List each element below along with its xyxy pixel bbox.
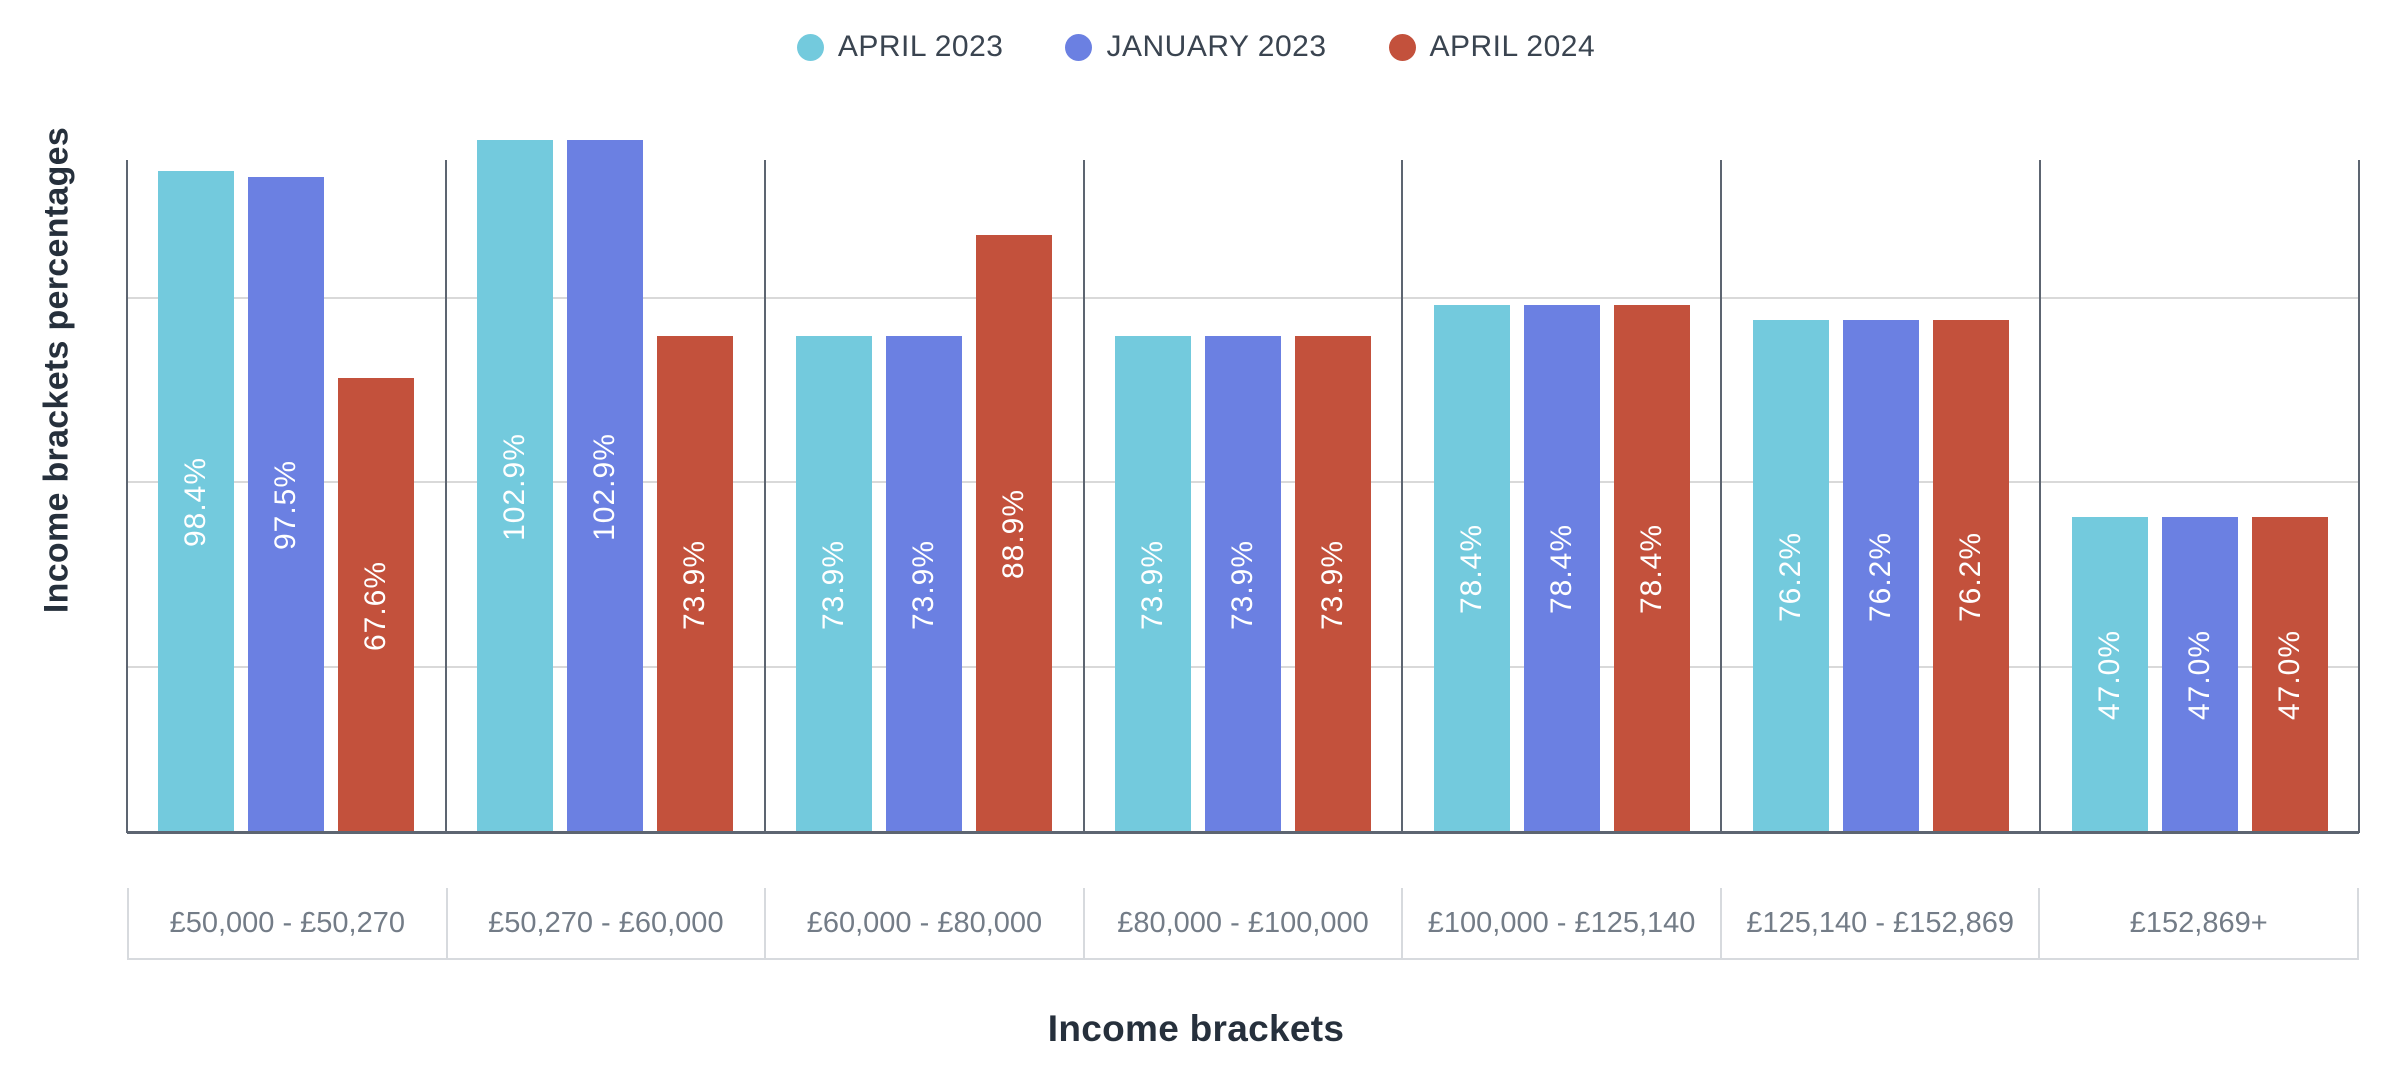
bar-value-label: 78.4%: [1454, 523, 1488, 615]
bar-value-label: 73.9%: [1226, 539, 1259, 630]
bar-january-2023[interactable]: 47.0%: [2161, 517, 2238, 833]
legend-item-label: APRIL 2024: [1429, 30, 1596, 63]
x-axis-baseline: [127, 831, 2359, 834]
bar-january-2023[interactable]: 78.4%: [1523, 305, 1600, 833]
bar-value-label: 47.0%: [2092, 629, 2126, 721]
legend-item-april-2024[interactable]: APRIL 2024: [1388, 30, 1596, 64]
group-separator-line: [1720, 160, 1723, 833]
bar-value-label: 73.9%: [1316, 539, 1349, 630]
bar-april-2024[interactable]: 78.4%: [1613, 305, 1690, 833]
category-label: £50,270 - £60,000: [445, 888, 765, 958]
bar-april-2024[interactable]: 76.2%: [1932, 320, 2009, 833]
legend-item-january-2023[interactable]: JANUARY 2023: [1065, 30, 1326, 64]
bar-april-2023[interactable]: 78.4%: [1433, 305, 1510, 833]
group-separator-line: [1401, 160, 1404, 833]
legend-item-label: JANUARY 2023: [1106, 30, 1327, 63]
bar-april-2024[interactable]: 73.9%: [657, 336, 734, 833]
bar-april-2024[interactable]: 88.9%: [976, 235, 1053, 833]
legend-item-label: APRIL 2023: [837, 30, 1004, 63]
bar-value-label: 98.4%: [179, 456, 213, 548]
bar-april-2024[interactable]: 67.6%: [338, 378, 415, 833]
bar-value-label: 76.2%: [1863, 531, 1897, 622]
bar-value-label: 67.6%: [359, 560, 393, 651]
bar-value-label: 76.2%: [1773, 531, 1807, 622]
category-label: £60,000 - £80,000: [764, 888, 1083, 958]
bar-value-label: 102.9%: [588, 432, 622, 541]
bar-value-label: 76.2%: [1953, 531, 1987, 622]
bar-value-label: 78.4%: [1544, 523, 1578, 615]
group-separator-line: [1082, 160, 1085, 833]
bar-group: 78.4% 78.4% 78.4%: [1401, 100, 1721, 833]
legend-swatch-icon: [1065, 33, 1093, 61]
category-label: £152,869+: [2038, 888, 2360, 958]
bar-value-label: 47.0%: [2272, 629, 2306, 721]
bar-value-label: 73.9%: [1136, 539, 1169, 630]
bar-value-label: 78.4%: [1634, 523, 1668, 615]
bar-value-label: 88.9%: [997, 488, 1031, 580]
bar-group: 98.4% 97.5% 67.6%: [126, 100, 446, 833]
bar-january-2023[interactable]: 97.5%: [248, 177, 325, 833]
bar-april-2023[interactable]: 102.9%: [477, 140, 554, 833]
bar-january-2023[interactable]: 73.9%: [886, 336, 963, 833]
category-label: £50,000 - £50,270: [127, 888, 446, 958]
bar-value-label: 73.9%: [817, 539, 851, 630]
bar-value-label: 73.9%: [907, 539, 941, 630]
group-separator-line: [126, 160, 128, 833]
bar-april-2024[interactable]: 73.9%: [1295, 336, 1371, 833]
group-separator-line: [444, 160, 447, 833]
group-separator-line: [763, 160, 766, 833]
legend-swatch-icon: [1388, 33, 1416, 61]
bar-april-2023[interactable]: 76.2%: [1752, 320, 1829, 833]
category-label: £100,000 - £125,140: [1401, 888, 1720, 958]
plot-area: 98.4% 97.5% 67.6% 102.9% 102.9% 73.9% 73.9% 73.…: [126, 100, 2360, 834]
bar-april-2023[interactable]: 73.9%: [796, 336, 873, 833]
y-axis-title: Income brackets percentages: [37, 126, 76, 614]
bar-april-2024[interactable]: 47.0%: [2251, 517, 2328, 833]
bar-april-2023[interactable]: 47.0%: [2071, 517, 2148, 833]
bar-january-2023[interactable]: 73.9%: [1205, 336, 1281, 833]
bar-april-2023[interactable]: 98.4%: [158, 171, 235, 833]
bar-january-2023[interactable]: 76.2%: [1842, 320, 1919, 833]
bar-january-2023[interactable]: 102.9%: [567, 140, 644, 833]
bar-groups: 98.4% 97.5% 67.6% 102.9% 102.9% 73.9% 73.9% 73.…: [126, 100, 2359, 833]
bar-april-2023[interactable]: 73.9%: [1115, 336, 1191, 833]
gridline: [127, 297, 2359, 299]
plot-right-border: [2358, 160, 2360, 833]
category-label: £80,000 - £100,000: [1082, 888, 1402, 958]
category-label: £125,140 - £152,869: [1719, 888, 2039, 958]
bar-group: 73.9% 73.9% 88.9%: [763, 100, 1084, 833]
bar-group: 73.9% 73.9% 73.9%: [1082, 100, 1403, 833]
bar-value-label: 73.9%: [678, 539, 712, 630]
bar-group: 76.2% 76.2% 76.2%: [1720, 100, 2040, 833]
group-separator-line: [2039, 160, 2042, 833]
legend-item-april-2023[interactable]: APRIL 2023: [796, 30, 1004, 64]
x-axis-title: Income brackets: [1047, 1008, 1345, 1049]
bar-group: 47.0% 47.0% 47.0%: [2039, 100, 2359, 833]
bar-group: 102.9% 102.9% 73.9%: [444, 100, 765, 833]
bar-value-label: 97.5%: [269, 459, 303, 551]
legend: APRIL 2023 JANUARY 2023 APRIL 2024: [0, 30, 2392, 64]
legend-swatch-icon: [796, 33, 824, 61]
category-axis: £50,000 - £50,270 £50,270 - £60,000 £60,00…: [127, 888, 2360, 960]
bar-value-label: 47.0%: [2182, 629, 2216, 721]
bar-value-label: 102.9%: [498, 432, 532, 541]
